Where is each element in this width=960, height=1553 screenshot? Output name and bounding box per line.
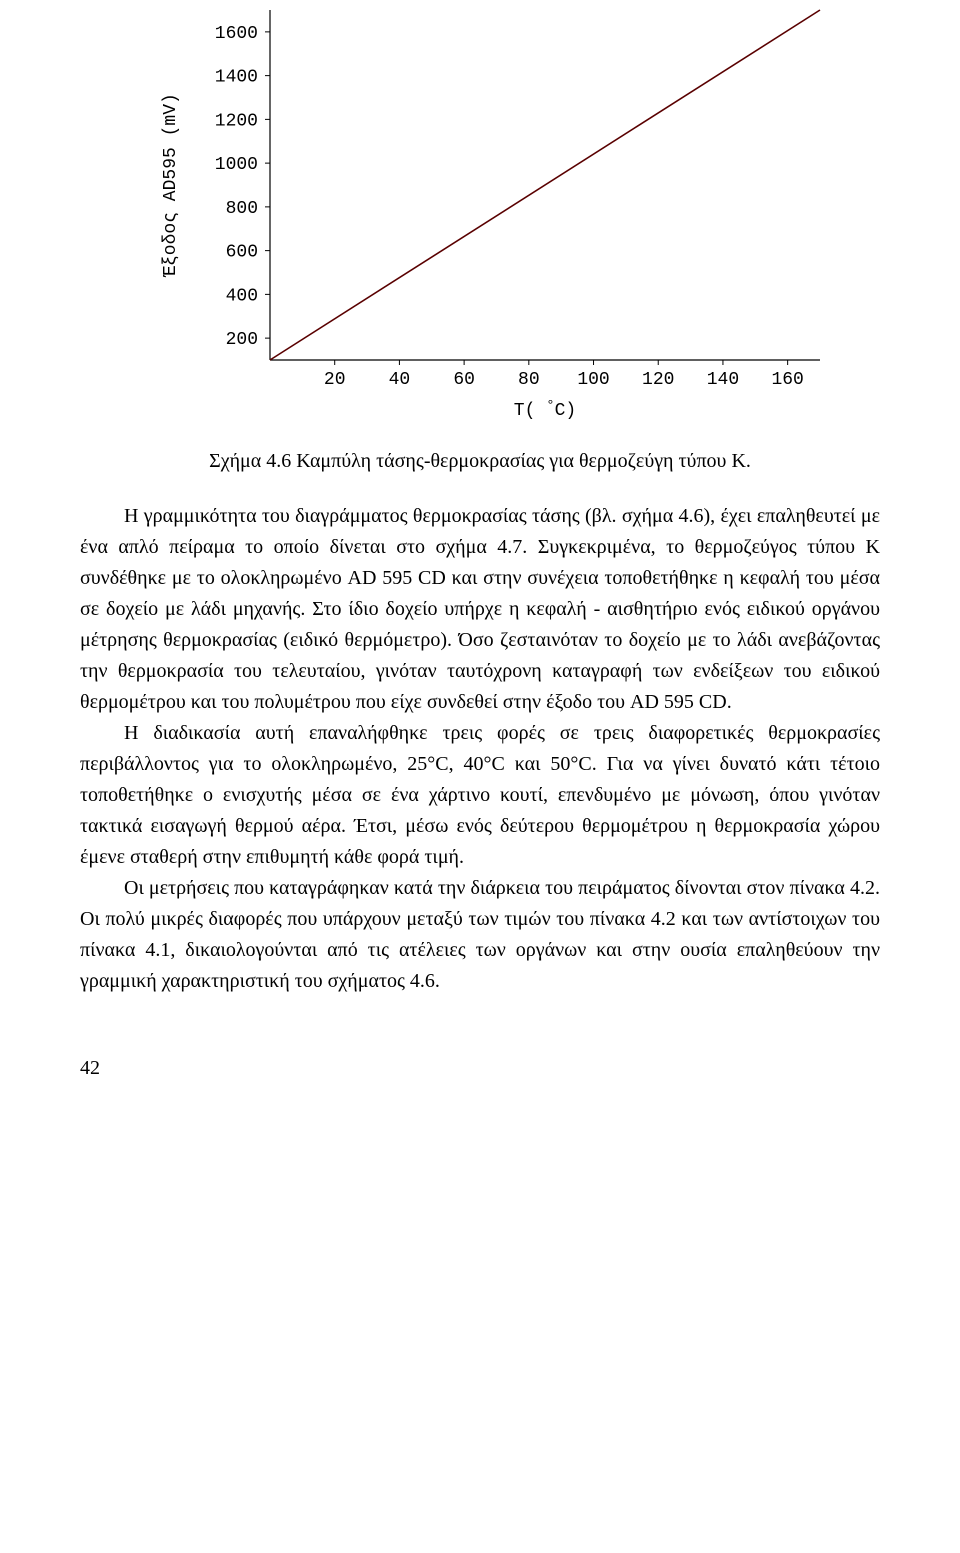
paragraph-2: Η διαδικασία αυτή επαναλήφθηκε τρεις φορ… [80,718,880,873]
y-tick-label: 600 [226,243,258,263]
x-tick-label: 40 [389,370,411,390]
figure-caption: Σχήμα 4.6 Καμπύλη τάσης-θερμοκρασίας για… [120,450,840,473]
page-number: 42 [80,1057,960,1080]
x-axis-label: T( °C) [514,398,576,421]
paragraph-3: Οι μετρήσεις που καταγράφηκαν κατά την δ… [80,873,880,997]
x-tick-label: 120 [642,370,674,390]
y-tick-label: 1200 [215,111,258,131]
x-tick-label: 80 [518,370,540,390]
y-axis-label: Έξοδος AD595 (mV) [161,93,181,278]
x-tick-label: 160 [771,370,803,390]
y-tick-label: 1400 [215,68,258,88]
x-tick-label: 60 [453,370,475,390]
y-tick-label: 1000 [215,155,258,175]
x-tick-label: 20 [324,370,346,390]
y-tick-label: 800 [226,199,258,219]
line-chart: 200 400 600 800 1000 1200 1400 1600 20 40 60 80 100 1… [120,0,840,430]
x-tick-label: 100 [577,370,609,390]
y-tick-label: 400 [226,286,258,306]
y-tick-label: 200 [226,330,258,350]
chart-container: 200 400 600 800 1000 1200 1400 1600 20 40 60 80 100 1… [120,0,840,430]
data-line [270,10,820,360]
paragraph-1: Η γραμμικότητα του διαγράμματος θερμοκρα… [80,501,880,718]
body-text: Η γραμμικότητα του διαγράμματος θερμοκρα… [80,501,880,997]
y-tick-label: 1600 [215,24,258,44]
x-tick-label: 140 [707,370,739,390]
